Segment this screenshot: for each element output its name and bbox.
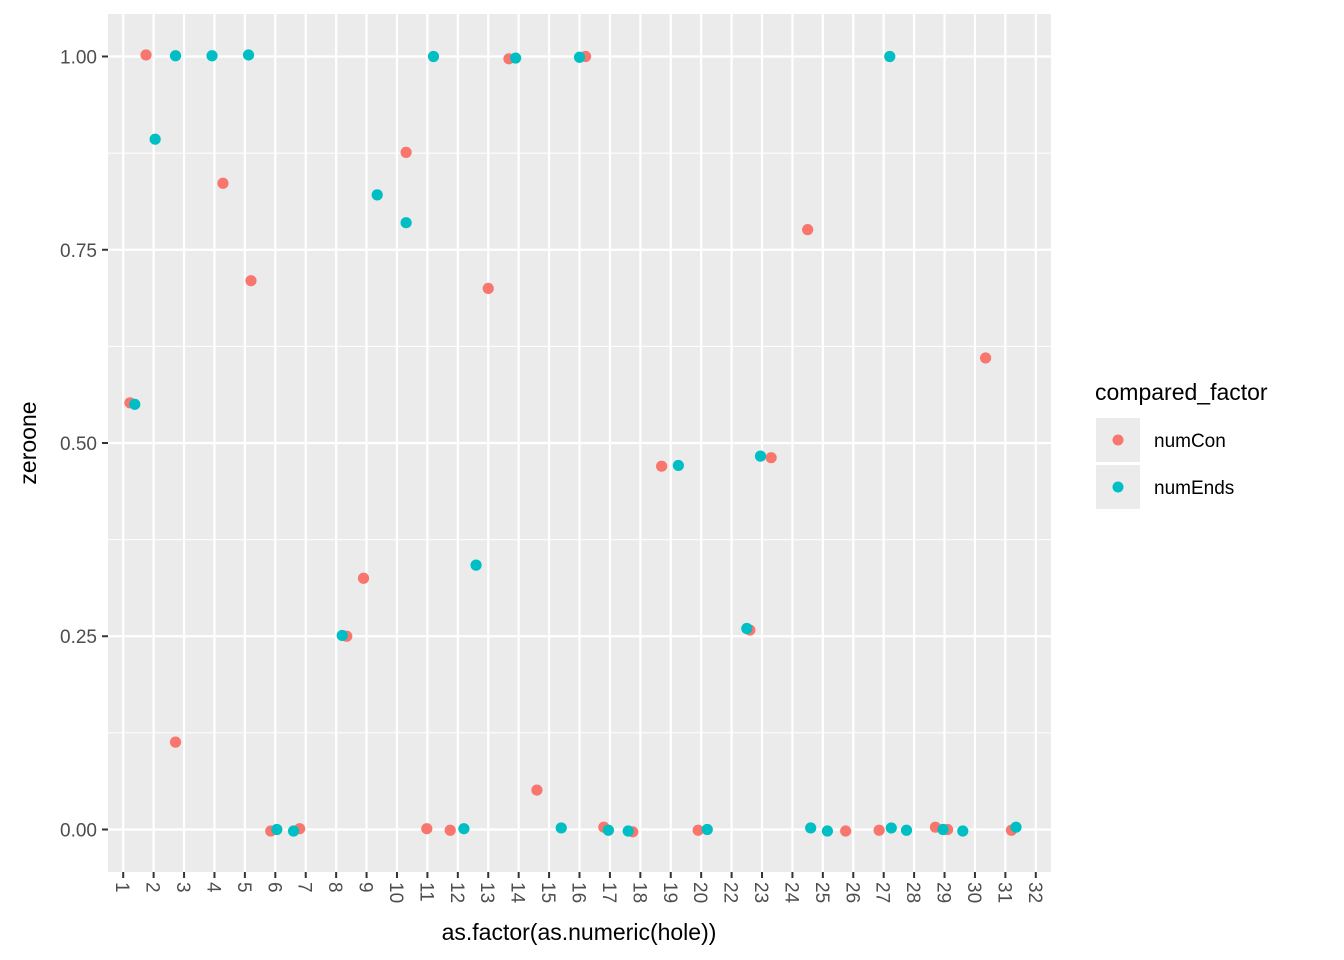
- point-numends: [1010, 821, 1022, 833]
- point-numends: [510, 52, 522, 64]
- x-tick-label: 14: [507, 882, 528, 904]
- point-numcon: [692, 824, 704, 836]
- point-numends: [149, 133, 161, 145]
- point-numcon: [169, 736, 182, 748]
- point-numcon: [245, 275, 257, 287]
- x-tick-label: 23: [750, 882, 771, 903]
- x-tick-label: 25: [811, 882, 832, 903]
- major-gridlines: [108, 14, 1051, 872]
- point-numends: [169, 50, 182, 62]
- point-numends: [885, 822, 897, 834]
- x-tick-label: 5: [233, 882, 254, 893]
- y-tick-label: 0.75: [60, 241, 97, 262]
- point-numends: [458, 823, 470, 835]
- x-tick-label: 20: [689, 882, 710, 903]
- x-tick-label: 30: [963, 882, 984, 903]
- point-numends: [129, 398, 141, 410]
- point-numends: [400, 217, 412, 229]
- x-tick-label: 13: [476, 882, 497, 903]
- x-tick-label: 1: [111, 882, 132, 893]
- x-tick-label: 22: [720, 882, 741, 903]
- x-tick-label: 6: [263, 882, 284, 893]
- point-numends: [371, 189, 383, 201]
- y-tick-label: 0.00: [60, 820, 97, 841]
- point-numends: [957, 825, 969, 837]
- point-numcon: [217, 177, 229, 189]
- legend-label-numcon: numCon: [1154, 431, 1226, 452]
- point-numends: [242, 49, 255, 61]
- x-tick-label: 7: [294, 882, 315, 893]
- point-numends: [821, 825, 834, 837]
- x-tick-label: 27: [872, 882, 893, 903]
- x-tick-label: 17: [598, 882, 619, 903]
- legend-title: compared_factor: [1095, 379, 1268, 405]
- x-tick-label: 18: [628, 882, 649, 903]
- point-numends: [287, 825, 300, 837]
- point-numcon: [531, 784, 543, 796]
- x-tick-label: 8: [324, 882, 345, 893]
- x-tick-label: 4: [202, 882, 223, 893]
- point-numends: [754, 450, 767, 462]
- x-tick-label: 29: [933, 882, 954, 903]
- x-tick-label: 26: [841, 882, 862, 903]
- x-tick-label: 31: [993, 882, 1014, 903]
- point-numcon: [482, 282, 494, 295]
- legend: compared_factor numCon numEnds: [1095, 379, 1268, 509]
- point-numends: [622, 825, 634, 837]
- point-numends: [271, 823, 283, 836]
- point-numcon: [421, 823, 433, 835]
- legend-marker-numends: [1112, 481, 1124, 493]
- x-tick-label: 9: [355, 882, 376, 893]
- point-numends: [805, 822, 817, 834]
- point-numends: [470, 559, 482, 571]
- legend-marker-numcon: [1112, 434, 1124, 446]
- point-numends: [555, 822, 567, 834]
- point-numcon: [357, 572, 370, 584]
- point-numcon: [802, 224, 814, 236]
- x-tick-label: 32: [1024, 882, 1045, 903]
- point-numends: [701, 823, 713, 836]
- point-numends: [884, 50, 896, 63]
- point-numcon: [873, 824, 885, 836]
- data-points: [124, 49, 1022, 838]
- x-axis-title: as.factor(as.numeric(hole)): [442, 919, 717, 945]
- point-numends: [741, 622, 753, 635]
- point-numends: [206, 50, 218, 62]
- point-numcon: [765, 452, 777, 464]
- point-numends: [427, 50, 440, 63]
- x-tick-label: 24: [780, 882, 801, 904]
- y-axis: 0.00 0.25 0.50 0.75 1.00: [60, 48, 108, 841]
- point-numcon: [979, 352, 992, 364]
- point-numends: [602, 824, 614, 836]
- point-numends: [937, 823, 949, 836]
- point-numends: [336, 629, 348, 642]
- x-axis: 1 2 3 4 5 6 7 8 9 10 11 12 13 14 15 16 17 18 19 20 22 23 24 25 2…: [111, 872, 1045, 904]
- point-numends: [672, 459, 684, 472]
- x-tick-label: 19: [659, 882, 680, 903]
- x-tick-label: 15: [537, 882, 558, 903]
- y-tick-label: 1.00: [60, 48, 97, 69]
- x-tick-label: 28: [902, 882, 923, 903]
- x-tick-label: 11: [415, 882, 436, 902]
- point-numends: [573, 51, 586, 63]
- point-numcon: [656, 460, 668, 472]
- x-tick-label: 3: [172, 882, 193, 893]
- point-numcon: [400, 146, 412, 158]
- y-tick-label: 0.50: [60, 434, 97, 455]
- x-tick-label: 16: [568, 882, 589, 903]
- x-tick-label: 2: [142, 882, 163, 893]
- y-axis-title: zeroone: [15, 401, 41, 484]
- point-numends: [900, 824, 913, 836]
- point-numcon: [840, 825, 852, 837]
- legend-label-numends: numEnds: [1154, 478, 1234, 499]
- x-tick-label: 12: [446, 882, 467, 903]
- point-numcon: [444, 824, 456, 836]
- point-numcon: [140, 49, 152, 61]
- y-tick-label: 0.25: [60, 627, 97, 648]
- x-tick-label: 10: [385, 882, 406, 903]
